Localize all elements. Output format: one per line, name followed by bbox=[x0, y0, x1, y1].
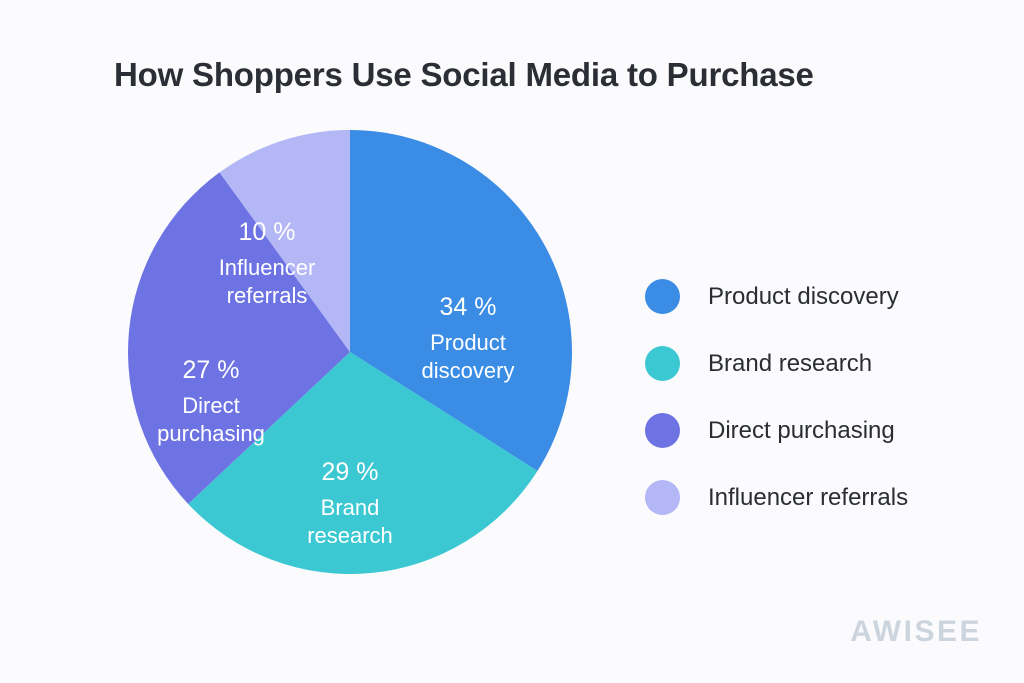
pie-slice-name-brand-research-line2: research bbox=[307, 523, 393, 548]
pie-slice-name-product-discovery-line2: discovery bbox=[422, 358, 515, 383]
pie-slice-name-product-discovery-line1: Product bbox=[430, 330, 506, 355]
pie-slice-value-direct-purchasing: 27 % bbox=[183, 356, 240, 384]
pie-slice-labels: 34 % Product discovery 29 % Brand resear… bbox=[157, 218, 514, 548]
legend-item-label: Influencer referrals bbox=[708, 483, 909, 511]
pie-slice-name-influencer-referrals-line2: referrals bbox=[227, 283, 308, 308]
chart-legend: Product discovery Brand research Direct … bbox=[645, 263, 975, 531]
legend-item-product-discovery[interactable]: Product discovery bbox=[645, 263, 975, 330]
pie-slice-name-direct-purchasing-line1: Direct bbox=[182, 393, 239, 418]
legend-dot-icon bbox=[645, 413, 680, 448]
pie-slice-value-influencer-referrals: 10 % bbox=[239, 218, 296, 246]
page-title: How Shoppers Use Social Media to Purchas… bbox=[114, 56, 814, 93]
legend-item-influencer-referrals[interactable]: Influencer referrals bbox=[645, 464, 975, 531]
legend-item-direct-purchasing[interactable]: Direct purchasing bbox=[645, 397, 975, 464]
pie-slice-value-brand-research: 29 % bbox=[322, 458, 379, 486]
pie-chart-svg: 34 % Product discovery 29 % Brand resear… bbox=[128, 130, 572, 574]
pie-slice-name-brand-research-line1: Brand bbox=[321, 495, 380, 520]
pie-slice-name-influencer-referrals-line1: Influencer bbox=[219, 255, 316, 280]
legend-dot-icon bbox=[645, 480, 680, 515]
pie-slices bbox=[128, 130, 572, 574]
pie-slice-influencer-referrals[interactable] bbox=[219, 130, 350, 352]
legend-dot-icon bbox=[645, 346, 680, 381]
legend-item-label: Product discovery bbox=[708, 282, 899, 310]
pie-slice-direct-purchasing[interactable] bbox=[128, 172, 350, 504]
pie-slice-brand-research[interactable] bbox=[188, 352, 538, 574]
legend-item-label: Direct purchasing bbox=[708, 416, 895, 444]
legend-item-brand-research[interactable]: Brand research bbox=[645, 330, 975, 397]
brand-watermark: AWISEE bbox=[850, 615, 982, 648]
legend-dot-icon bbox=[645, 279, 680, 314]
legend-item-label: Brand research bbox=[708, 349, 873, 377]
pie-chart: 34 % Product discovery 29 % Brand resear… bbox=[128, 130, 572, 574]
pie-slice-name-direct-purchasing-line2: purchasing bbox=[157, 421, 265, 446]
pie-slice-value-product-discovery: 34 % bbox=[440, 293, 497, 321]
pie-slice-product-discovery[interactable] bbox=[350, 130, 572, 471]
